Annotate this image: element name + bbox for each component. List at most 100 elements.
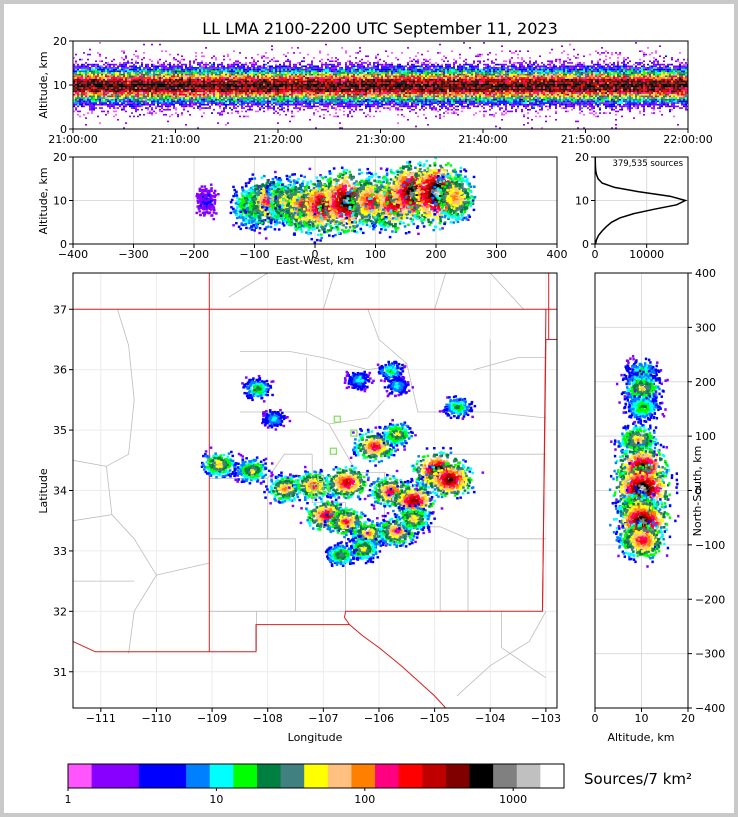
- time-height-source: [219, 80, 221, 83]
- time-height-source: [73, 72, 75, 74]
- time-height-source: [379, 95, 381, 98]
- time-height-source: [217, 95, 219, 98]
- time-height-source: [269, 97, 271, 99]
- time-height-source: [137, 75, 139, 78]
- time-height-source: [193, 93, 195, 96]
- time-height-source: [379, 105, 381, 108]
- time-height-source: [327, 88, 329, 91]
- time-height-source: [411, 92, 413, 94]
- time-height-source: [215, 102, 217, 104]
- time-height-source: [307, 88, 309, 91]
- time-height-source: [113, 58, 115, 61]
- time-height-source: [283, 93, 285, 96]
- time-height-source: [175, 90, 177, 93]
- time-height-source: [391, 65, 393, 68]
- time-height-source: [213, 65, 215, 68]
- time-height-source: [355, 70, 357, 73]
- time-height-source: [231, 92, 233, 94]
- time-height-source: [385, 77, 387, 79]
- time-height-source: [379, 85, 381, 88]
- time-height-source: [347, 115, 349, 118]
- time-height-source: [231, 93, 233, 96]
- time-height-source: [241, 107, 243, 109]
- time-height-source: [259, 77, 261, 79]
- time-height-source: [253, 93, 255, 96]
- time-height-source: [97, 77, 99, 79]
- time-height-source: [97, 87, 99, 89]
- time-height-source: [393, 85, 395, 88]
- time-height-source: [389, 80, 391, 83]
- time-height-source: [219, 68, 221, 71]
- time-height-source: [145, 72, 147, 74]
- time-height-source: [147, 75, 149, 78]
- time-height-source: [313, 113, 315, 116]
- time-height-source: [351, 105, 353, 108]
- time-height-source: [79, 67, 81, 69]
- time-height-source: [279, 83, 281, 86]
- time-height-source: [169, 65, 171, 68]
- time-height-source: [187, 90, 189, 93]
- time-height-source: [287, 72, 289, 74]
- time-height-source: [261, 90, 263, 93]
- time-height-source: [367, 65, 369, 68]
- time-height-source: [321, 95, 323, 98]
- time-height-source: [401, 80, 403, 83]
- time-height-source: [183, 77, 185, 79]
- time-height-source: [159, 95, 161, 98]
- time-height-source: [377, 78, 379, 81]
- time-height-source: [299, 98, 301, 101]
- time-height-source: [323, 105, 325, 108]
- time-height-source: [277, 88, 279, 91]
- time-height-source: [117, 67, 119, 69]
- time-height-source: [161, 102, 163, 104]
- time-height-source: [377, 60, 379, 63]
- time-height-source: [275, 72, 277, 74]
- time-height-source: [309, 73, 311, 76]
- time-height-source: [223, 90, 225, 93]
- time-height-source: [99, 60, 101, 63]
- time-height-source: [383, 60, 385, 63]
- time-height-source: [277, 103, 279, 106]
- time-height-source: [99, 53, 101, 56]
- time-height-source: [295, 107, 297, 109]
- time-height-source: [175, 98, 177, 101]
- time-height-source: [409, 60, 411, 63]
- time-height-source: [185, 72, 187, 74]
- time-height-source: [369, 83, 371, 86]
- time-height-source: [303, 97, 305, 99]
- time-height-source: [345, 70, 347, 73]
- time-height-source: [89, 103, 91, 106]
- time-height-source: [355, 62, 357, 64]
- time-height-source: [125, 122, 127, 124]
- time-height-source: [257, 87, 259, 89]
- time-height-source: [249, 108, 251, 111]
- time-height-source: [279, 103, 281, 106]
- time-height-source: [183, 98, 185, 101]
- time-height-source: [185, 105, 187, 108]
- time-height-source: [181, 102, 183, 104]
- time-height-source: [267, 77, 269, 79]
- time-height-source: [389, 68, 391, 71]
- time-height-source: [111, 80, 113, 83]
- time-height-source: [209, 70, 211, 73]
- time-height-source: [417, 62, 419, 64]
- time-height-source: [147, 78, 149, 81]
- time-height-source: [355, 52, 357, 54]
- time-height-source: [359, 72, 361, 74]
- time-height-source: [405, 75, 407, 78]
- time-height-source: [265, 100, 267, 103]
- time-height-source: [337, 73, 339, 76]
- time-height-source: [367, 90, 369, 93]
- time-height-source: [269, 68, 271, 71]
- time-height-source: [297, 73, 299, 76]
- time-height-source: [185, 73, 187, 76]
- time-height-source: [423, 92, 425, 94]
- time-height-source: [359, 65, 361, 68]
- time-height-source: [89, 92, 91, 94]
- time-height-source: [197, 72, 199, 74]
- time-height-source: [173, 85, 175, 88]
- time-height-source: [81, 87, 83, 89]
- time-height-source: [167, 90, 169, 93]
- time-height-source: [367, 75, 369, 78]
- time-height-source: [291, 68, 293, 71]
